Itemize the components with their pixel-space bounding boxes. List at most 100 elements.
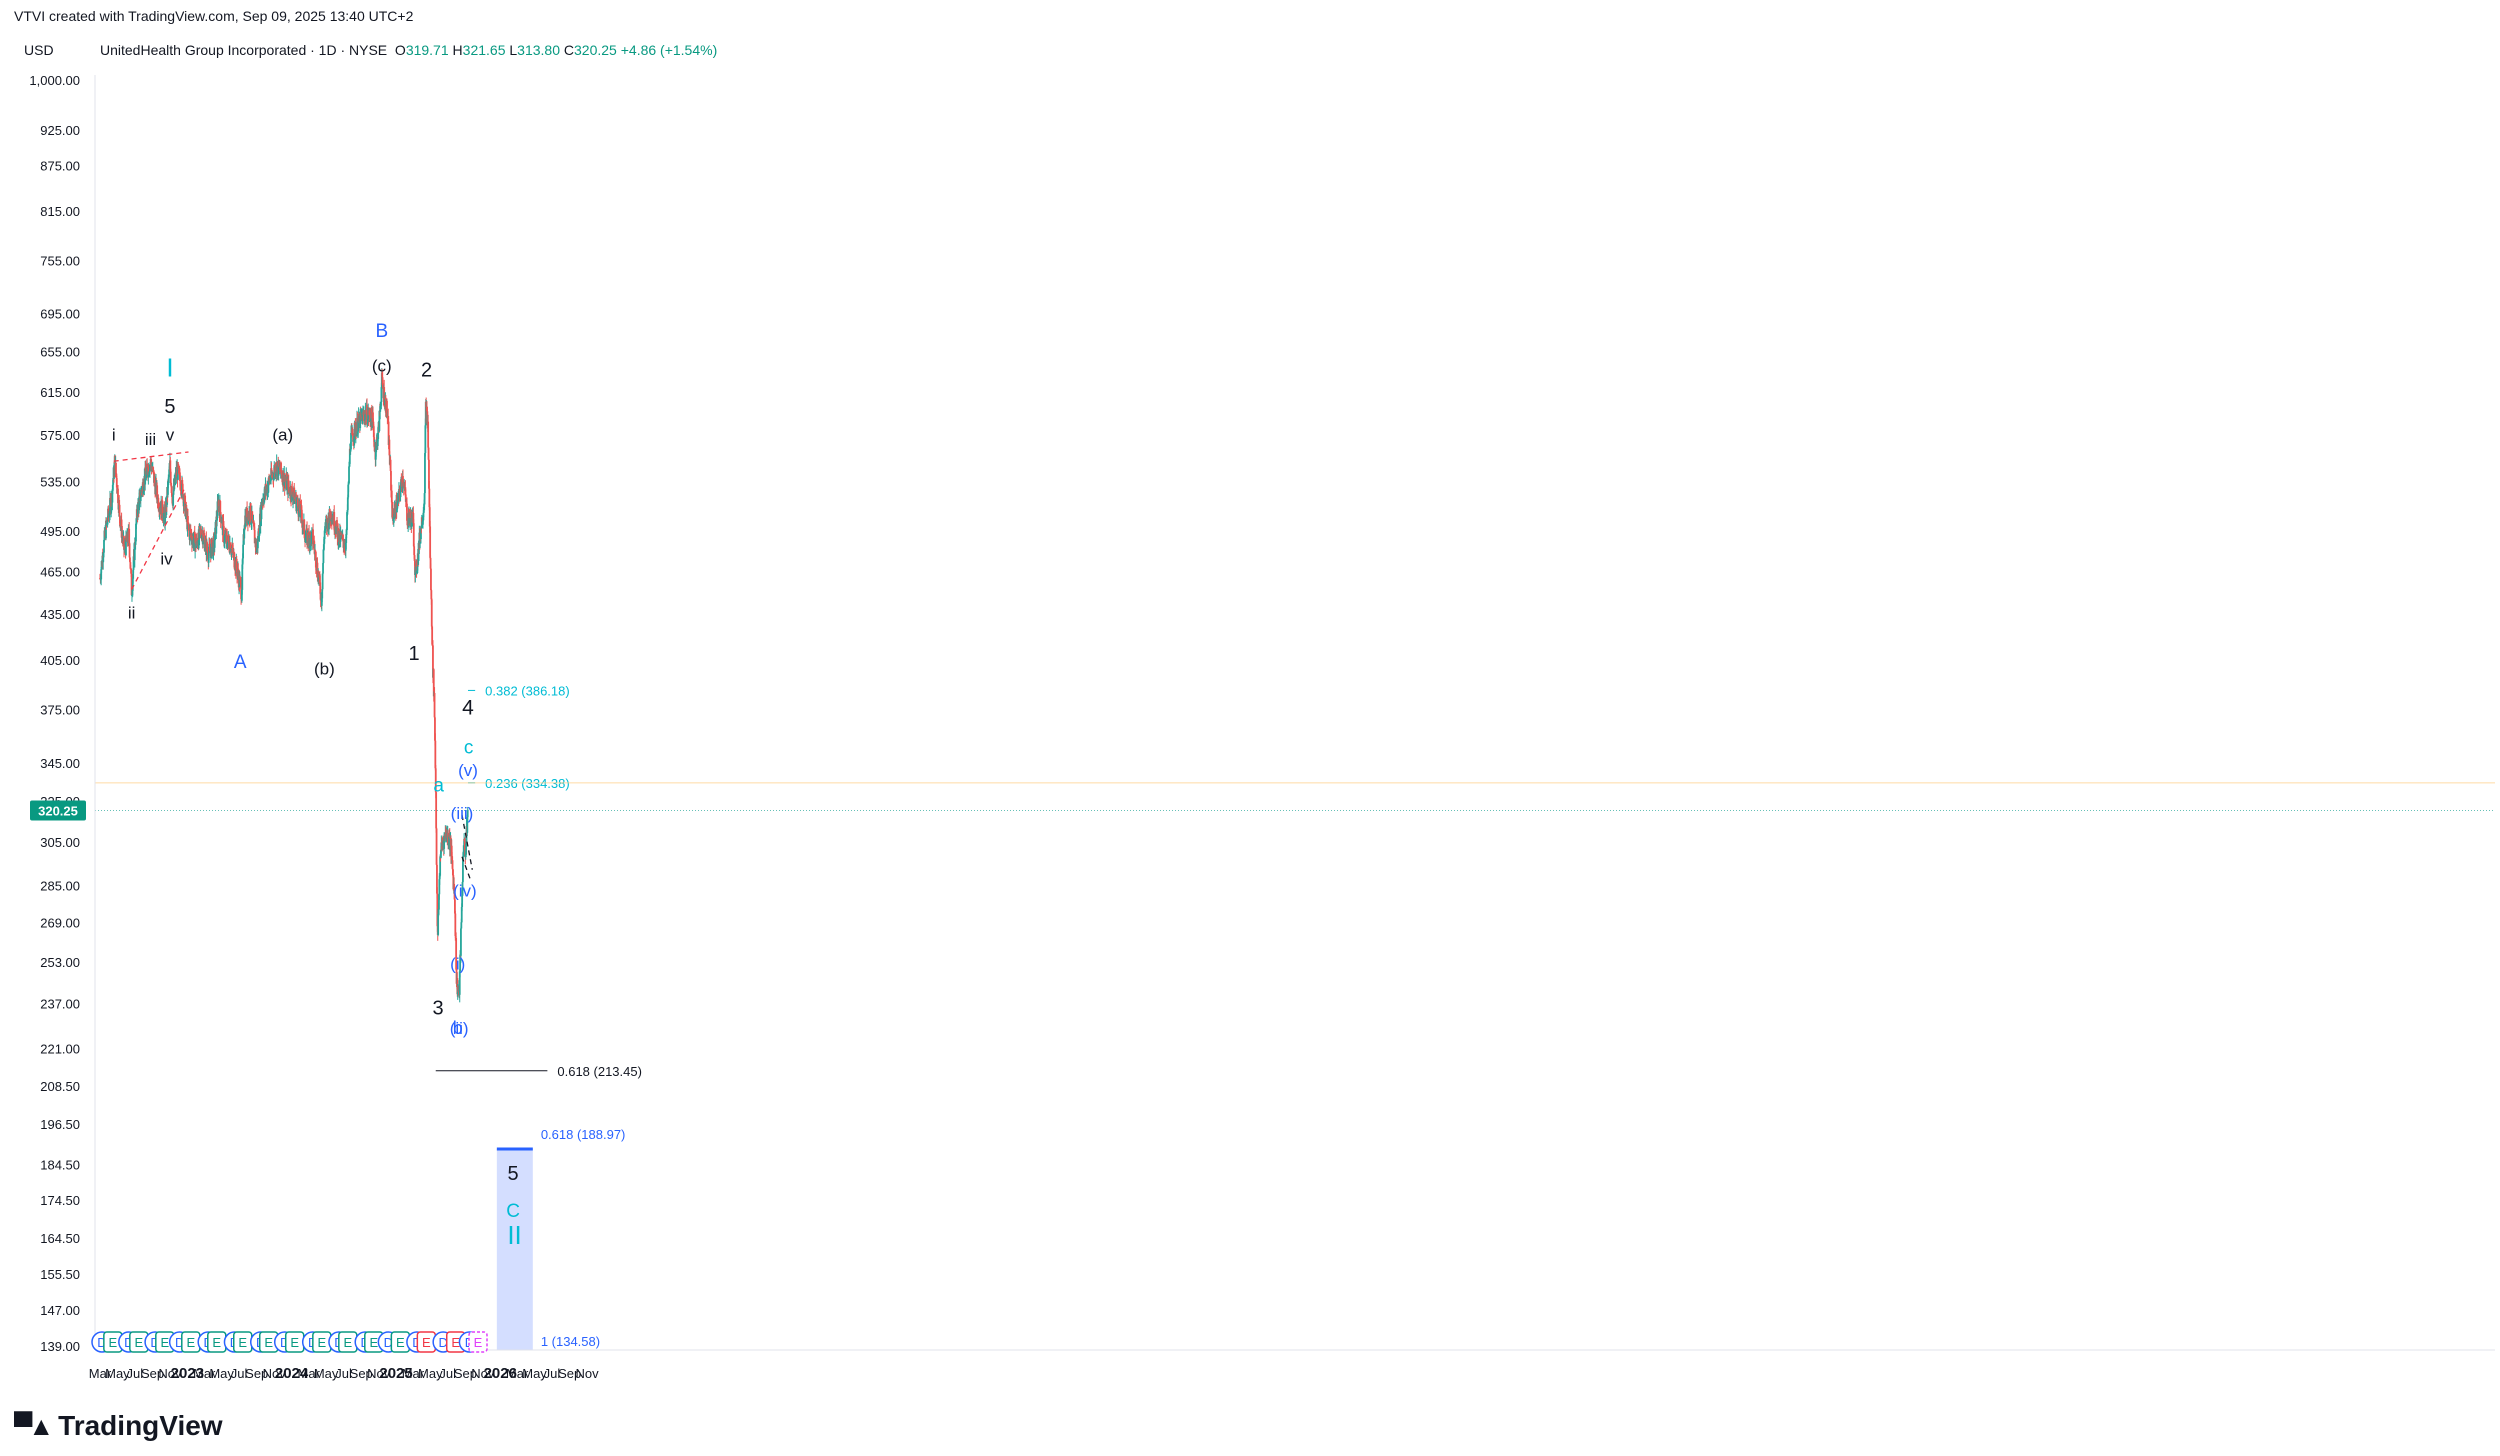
candle-body	[387, 421, 390, 445]
wave-label: iii	[145, 430, 156, 449]
earnings-marker[interactable]: E	[312, 1331, 332, 1353]
candle-body	[213, 540, 216, 548]
candle-body	[304, 537, 307, 543]
candle-body	[376, 438, 379, 447]
event-letter: E	[134, 1335, 143, 1350]
candle-body	[187, 525, 190, 531]
candle-body	[372, 426, 375, 438]
candle-body	[466, 817, 469, 833]
candle-body	[460, 922, 463, 929]
y-tick-label: 139.00	[40, 1339, 80, 1354]
logo-text: TradingView	[58, 1410, 223, 1441]
y-tick-label: 435.00	[40, 607, 80, 622]
candle-body	[437, 914, 440, 935]
candle-body	[169, 460, 172, 472]
earnings-marker[interactable]: E	[364, 1331, 384, 1353]
close-label: C	[563, 42, 575, 58]
candle-body	[402, 476, 404, 483]
high-label: H	[452, 42, 463, 58]
currency-label: USD	[24, 42, 54, 58]
earnings-marker[interactable]: E	[181, 1331, 201, 1353]
candle-body	[243, 530, 246, 539]
y-tick-label: 375.00	[40, 702, 80, 717]
event-letter: D	[175, 1335, 184, 1350]
candle-body	[246, 508, 248, 523]
y-tick-label: 208.50	[40, 1079, 80, 1094]
y-tick-label: 495.00	[40, 524, 80, 539]
wave-label: I	[166, 352, 173, 382]
event-letter: E	[238, 1335, 247, 1350]
candle-body	[378, 410, 381, 432]
low-label: L	[509, 42, 518, 58]
candle-body	[102, 552, 105, 558]
candle-body	[252, 521, 255, 527]
candle-body	[458, 971, 461, 995]
candle-body	[462, 857, 464, 882]
y-tick-label: 815.00	[40, 204, 80, 219]
earnings-marker[interactable]: E	[338, 1331, 358, 1353]
candle-body	[249, 503, 252, 520]
x-tick-label: May	[209, 1366, 234, 1381]
last-price-tag	[30, 800, 86, 821]
x-tick-label: Nov	[158, 1366, 182, 1381]
candle-body	[157, 497, 160, 509]
earnings-marker[interactable]: E	[207, 1331, 227, 1353]
candle-body	[390, 470, 392, 491]
candle-body	[428, 459, 430, 489]
candle-body	[434, 717, 436, 741]
candle-body	[316, 562, 319, 576]
candle-body	[436, 864, 438, 894]
candle-body	[369, 414, 372, 422]
fib-projection-box	[496, 1148, 533, 1350]
x-tick-label: Sep	[141, 1366, 164, 1381]
event-letter: E	[451, 1335, 460, 1350]
y-tick-label: 405.00	[40, 653, 80, 668]
candle-body	[372, 412, 374, 422]
y-tick-label: 615.00	[40, 385, 80, 400]
candle-body	[396, 500, 399, 509]
x-tick-label: 2026	[484, 1365, 517, 1382]
candle-body	[103, 539, 105, 553]
candle-body	[296, 499, 299, 507]
y-tick-label: 155.50	[40, 1267, 80, 1282]
earnings-marker[interactable]: E	[103, 1331, 123, 1353]
y-tick-label: 695.00	[40, 306, 80, 321]
x-tick-label: May	[418, 1366, 443, 1381]
wave-label: i	[112, 426, 116, 445]
earnings-marker[interactable]: E	[129, 1331, 149, 1353]
wedge-upper-line	[461, 814, 473, 870]
x-tick-label: Mar	[89, 1366, 112, 1381]
candle-body	[168, 469, 171, 478]
candle-body	[202, 540, 205, 545]
candle-body	[132, 569, 135, 579]
wave-label: B	[375, 321, 388, 342]
earnings-marker[interactable]: E	[468, 1331, 488, 1353]
x-tick-label: 2023	[171, 1365, 204, 1382]
wave-label: (ii)	[450, 1019, 469, 1038]
wedge-lower-line	[461, 856, 472, 882]
event-letter: E	[474, 1335, 483, 1350]
candle-body	[345, 533, 348, 544]
candle-body	[263, 494, 266, 503]
wave-label: C	[506, 1201, 520, 1222]
earnings-marker[interactable]: E	[258, 1331, 279, 1353]
earnings-marker[interactable]: E	[284, 1331, 305, 1353]
candle-body	[460, 928, 462, 956]
candle-body	[372, 421, 375, 427]
y-tick-label: 925.00	[40, 123, 80, 138]
candle-body	[128, 528, 131, 544]
candle-body	[216, 501, 219, 519]
event-letter: D	[438, 1335, 447, 1350]
tradingview-logo[interactable]: ▀▲ TradingView	[14, 1410, 223, 1442]
candle-body	[183, 502, 185, 507]
x-tick-label: Nov	[367, 1366, 391, 1381]
wave-label: (i)	[450, 954, 465, 973]
x-tick-label: Sep	[350, 1366, 373, 1381]
candle-body	[336, 520, 338, 527]
candle-body	[435, 828, 438, 865]
earnings-marker[interactable]: E	[233, 1331, 253, 1353]
event-letter: E	[186, 1335, 195, 1350]
tradingview-logo-icon: ▀▲	[14, 1410, 54, 1441]
x-tick-label: 2024	[275, 1365, 309, 1382]
